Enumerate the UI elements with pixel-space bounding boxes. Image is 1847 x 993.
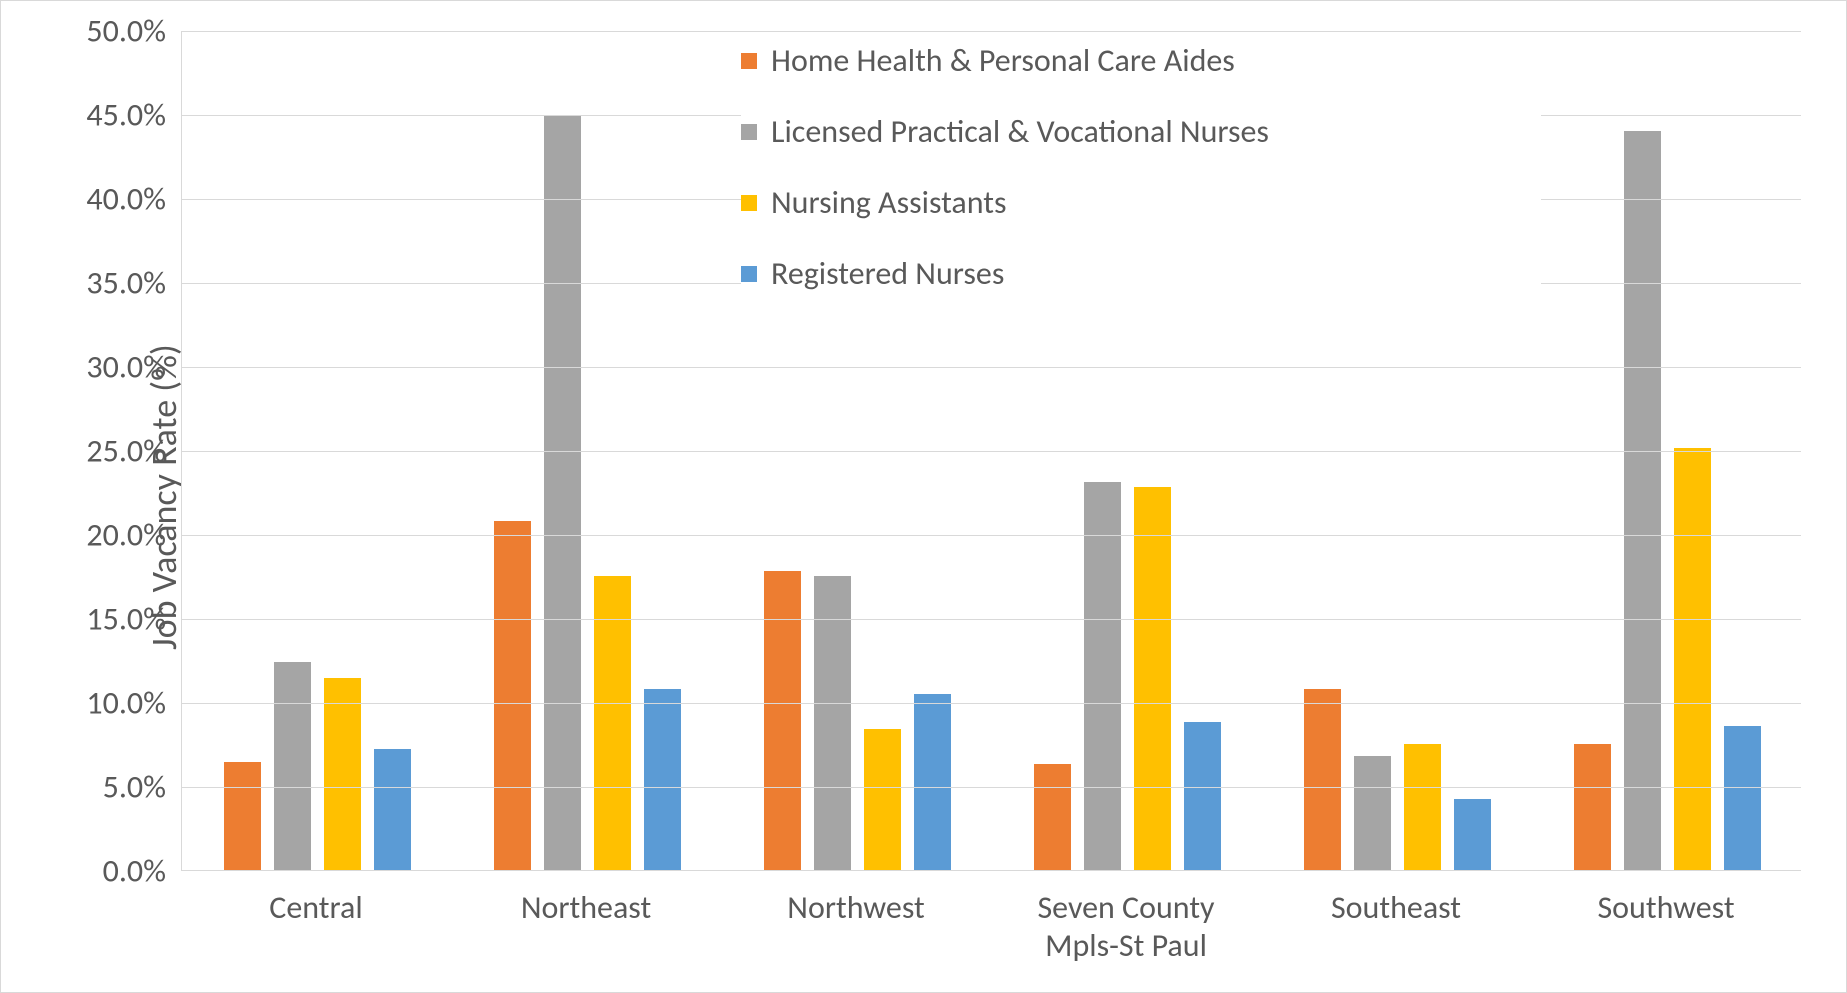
bar [1134,487,1171,870]
bar [224,762,261,870]
bar [1624,131,1661,870]
y-tick-label: 25.0% [26,432,166,471]
bar [274,662,311,870]
gridline [182,619,1801,620]
legend: Home Health & Personal Care Aides License… [741,41,1541,325]
bar [814,576,851,870]
bar [1404,744,1441,870]
bar [1454,799,1491,870]
x-tick-label-wrap: Southeast [1261,889,1531,927]
x-tick-label-wrap: Southwest [1531,889,1801,927]
bar [374,749,411,870]
x-tick-label: Seven CountyMpls-St Paul [1037,888,1214,965]
legend-swatch [741,195,757,211]
y-tick-label: 30.0% [26,348,166,387]
bar [324,678,361,870]
gridline [182,367,1801,368]
legend-item: Home Health & Personal Care Aides [741,41,1541,80]
bar [1674,448,1711,870]
bar [764,571,801,870]
legend-swatch [741,53,757,69]
x-axis-labels: Central Northeast Northwest Seven CountyMpl… [181,881,1801,981]
gridline [182,31,1801,32]
legend-swatch [741,124,757,140]
y-tick-label: 45.0% [26,96,166,135]
legend-item: Licensed Practical & Vocational Nurses [741,112,1541,151]
legend-item: Registered Nurses [741,254,1541,293]
x-tick-label: Northeast [521,888,651,927]
y-tick-label: 20.0% [26,516,166,555]
x-tick-label: Southwest [1597,888,1734,927]
x-tick-label-wrap: Seven CountyMpls-St Paul [991,889,1261,966]
y-tick-label: 10.0% [26,684,166,723]
x-tick-label: Southeast [1331,888,1461,927]
y-tick-label: 0.0% [26,852,166,891]
x-tick-label: Northwest [787,888,924,927]
legend-item: Nursing Assistants [741,183,1541,222]
y-tick-label: 15.0% [26,600,166,639]
vacancy-rate-chart: Job Vacancy Rate (%) CentralNortheastNor… [0,0,1847,993]
y-tick-label: 5.0% [26,768,166,807]
bar [1574,744,1611,870]
bar [864,729,901,870]
bar [914,694,951,870]
bar [1034,764,1071,870]
y-tick-label: 50.0% [26,12,166,51]
gridline [182,451,1801,452]
legend-label: Home Health & Personal Care Aides [771,41,1235,80]
legend-swatch [741,266,757,282]
legend-label: Registered Nurses [771,254,1004,293]
bar [544,116,581,870]
bar [494,521,531,870]
legend-label: Nursing Assistants [771,183,1007,222]
gridline [182,703,1801,704]
legend-label: Licensed Practical & Vocational Nurses [771,112,1269,151]
bar [594,576,631,870]
bar [644,689,681,870]
gridline [182,787,1801,788]
bar [1304,689,1341,870]
x-tick-label-wrap: Northeast [451,889,721,927]
bar [1724,726,1761,870]
x-tick-label-wrap: Northwest [721,889,991,927]
y-tick-label: 35.0% [26,264,166,303]
bar [1354,756,1391,870]
bar [1084,482,1121,870]
x-tick-label: Central [269,888,362,927]
bar [1184,722,1221,870]
gridline [182,535,1801,536]
x-tick-label-wrap: Central [181,889,451,927]
y-tick-label: 40.0% [26,180,166,219]
